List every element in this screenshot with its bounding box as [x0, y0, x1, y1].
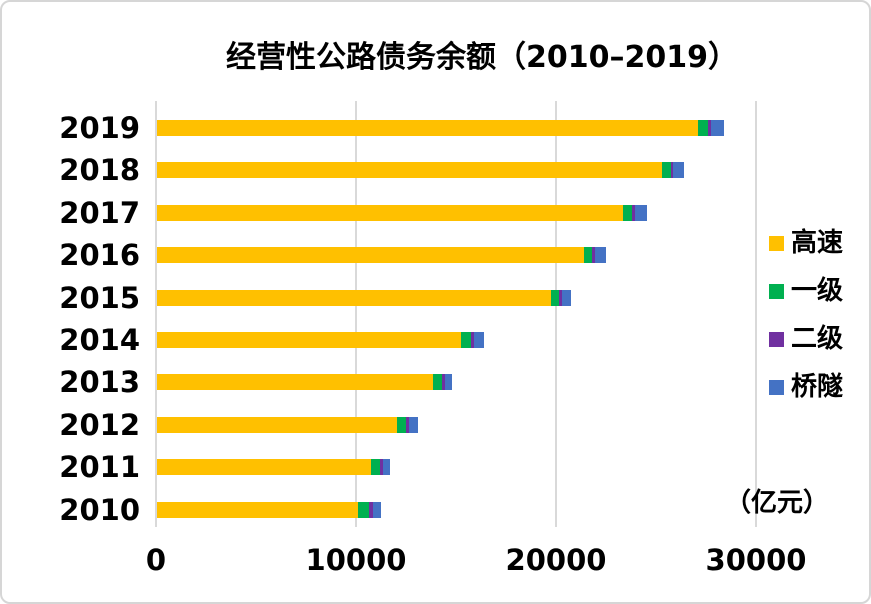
- axis-tick-20000: [555, 518, 557, 527]
- bar-2013-segment-1: [433, 374, 442, 390]
- bar-2013-segment-3: [444, 374, 453, 390]
- legend-label-0: 高速: [791, 228, 844, 258]
- y-axis-label-2010: 2010: [59, 493, 140, 527]
- gridline-10000: [355, 101, 357, 518]
- bar-2016-segment-1: [584, 247, 592, 263]
- bar-2013-segment-0: [157, 374, 433, 390]
- bar-2016-segment-3: [595, 247, 606, 263]
- bar-2018-segment-1: [662, 162, 671, 178]
- bar-2010-segment-3: [373, 502, 381, 518]
- bar-2012-segment-0: [157, 417, 397, 433]
- legend-label-1: 一级: [791, 276, 844, 306]
- legend-item-0: 高速: [769, 230, 843, 257]
- bar-2010-segment-0: [157, 502, 358, 518]
- bar-2012-segment-2: [406, 417, 409, 433]
- bar-2014-segment-1: [461, 332, 471, 348]
- x-axis-label-30000: 30000: [705, 543, 807, 577]
- bar-2014-segment-2: [471, 332, 474, 348]
- plot-area: [155, 101, 762, 527]
- bar-2018-segment-3: [673, 162, 685, 178]
- bar-2010-segment-2: [369, 502, 373, 518]
- bar-2014-segment-0: [157, 332, 461, 348]
- bar-2013-segment-2: [441, 374, 445, 390]
- x-axis-label-20000: 20000: [505, 543, 607, 577]
- x-axis-label-0: 0: [145, 543, 167, 577]
- gridline-30000: [755, 101, 757, 518]
- bar-2019-segment-2: [708, 120, 711, 136]
- bar-2011-segment-0: [157, 459, 371, 475]
- bar-2012-segment-1: [397, 417, 406, 433]
- legend-swatch-2: [769, 332, 784, 347]
- bar-2015-segment-0: [157, 290, 551, 306]
- bar-2014-segment-3: [474, 332, 484, 348]
- legend-swatch-3: [769, 380, 784, 395]
- bar-2016-segment-2: [592, 247, 595, 263]
- y-axis-label-2016: 2016: [59, 238, 140, 272]
- gridline-0: [155, 101, 157, 518]
- legend-item-3: 桥隧: [769, 374, 843, 401]
- bar-2017-segment-2: [632, 205, 635, 221]
- bar-2019-segment-1: [698, 120, 708, 136]
- axis-tick-10000: [355, 518, 357, 527]
- bar-2019-segment-3: [711, 120, 724, 136]
- legend-swatch-0: [769, 236, 784, 251]
- bar-2011-segment-3: [383, 459, 390, 475]
- x-axis-label-10000: 10000: [305, 543, 407, 577]
- y-axis-label-2012: 2012: [59, 408, 140, 442]
- legend-swatch-1: [769, 284, 784, 299]
- axis-tick-30000: [755, 518, 757, 527]
- bar-2015-segment-2: [559, 290, 562, 306]
- y-axis-label-2015: 2015: [59, 281, 140, 315]
- bar-2010-segment-1: [358, 502, 369, 518]
- y-axis-label-2011: 2011: [59, 450, 140, 484]
- bar-2011-segment-2: [380, 459, 383, 475]
- bar-2011-segment-1: [371, 459, 381, 475]
- y-axis-label-2019: 2019: [59, 111, 140, 145]
- legend-label-3: 桥隧: [791, 372, 844, 402]
- y-axis-label-2018: 2018: [59, 153, 140, 187]
- bar-2017-segment-0: [157, 205, 623, 221]
- bar-2012-segment-3: [409, 417, 418, 433]
- bar-2015-segment-3: [562, 290, 571, 306]
- legend-item-2: 二级: [769, 326, 843, 353]
- unit-label: （亿元）: [725, 488, 830, 518]
- bar-2018-segment-0: [157, 162, 662, 178]
- y-axis-label-2014: 2014: [59, 323, 140, 357]
- bar-2017-segment-1: [623, 205, 632, 221]
- bar-2019-segment-0: [157, 120, 698, 136]
- legend-item-1: 一级: [769, 278, 843, 305]
- y-axis-label-2013: 2013: [59, 365, 140, 399]
- legend-label-2: 二级: [791, 324, 844, 354]
- chart-title: 经营性公路债务余额（2010–2019）: [226, 40, 738, 75]
- bar-2016-segment-0: [157, 247, 584, 263]
- legend: 高速 一级 二级 桥隧: [769, 230, 843, 401]
- bar-2018-segment-2: [671, 162, 674, 178]
- gridline-20000: [555, 101, 557, 518]
- bar-2017-segment-3: [635, 205, 647, 221]
- bar-2015-segment-1: [551, 290, 559, 306]
- y-axis-label-2017: 2017: [59, 196, 140, 230]
- axis-tick-0: [155, 518, 157, 527]
